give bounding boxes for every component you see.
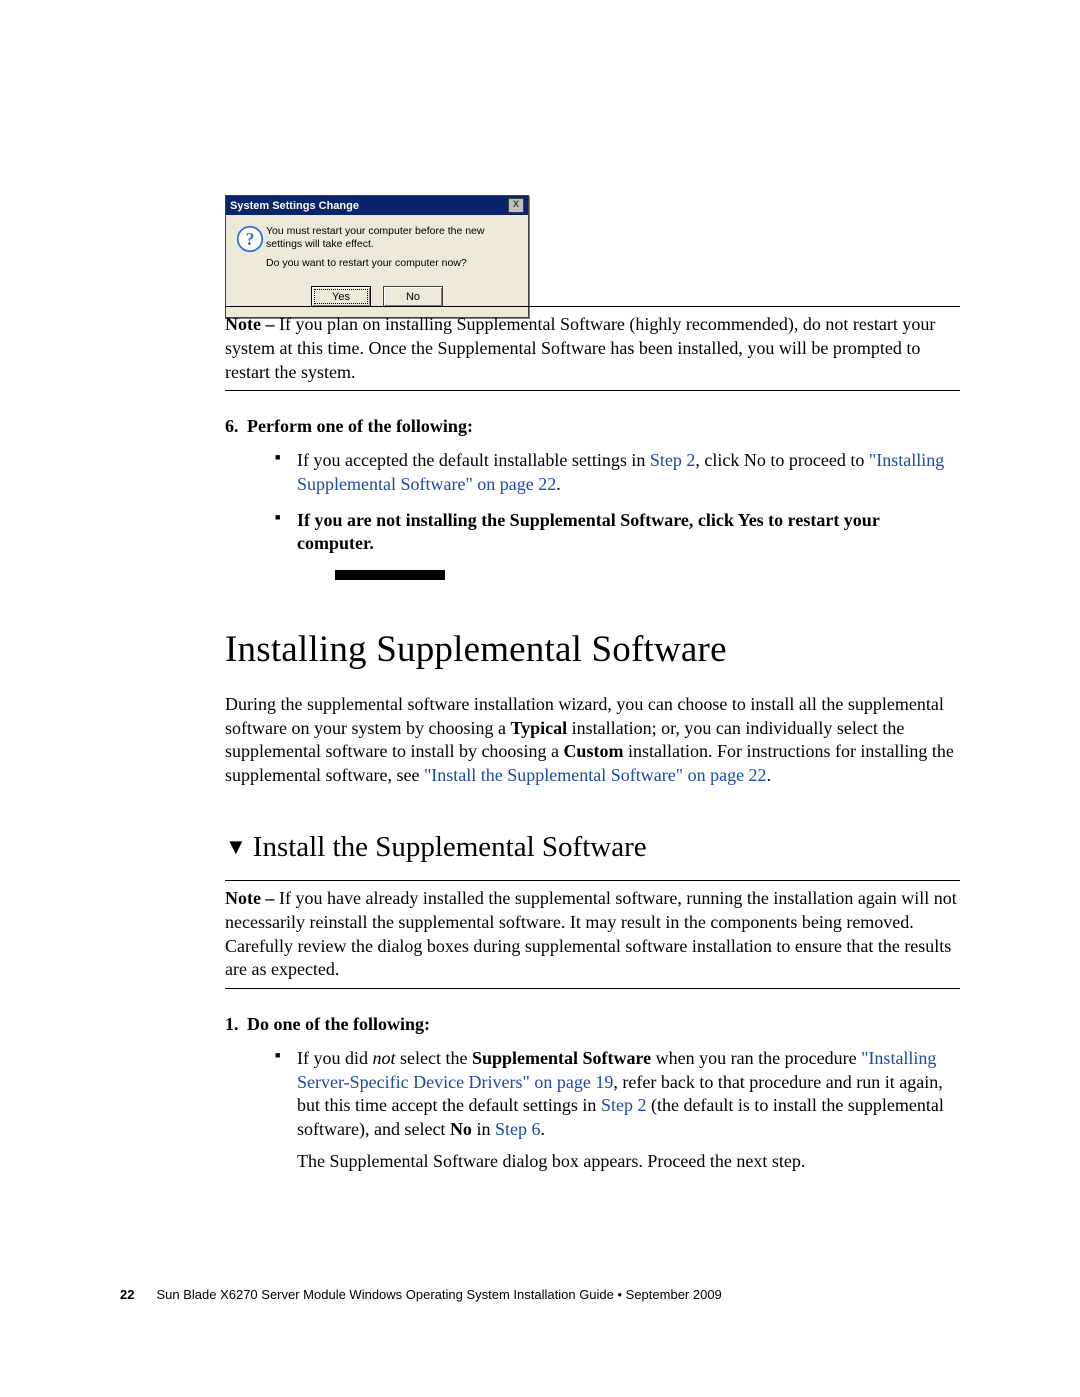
- list-item: If you did not select the Supplemental S…: [275, 1047, 960, 1174]
- section-marker: [335, 570, 445, 580]
- list-item-tail: The Supplemental Software dialog box app…: [297, 1150, 960, 1174]
- rule: [225, 390, 960, 391]
- page: System Settings Change X ? You must rest…: [0, 0, 1080, 1397]
- dialog-line2: Do you want to restart your computer now…: [266, 257, 520, 270]
- list-item: If you are not installing the Supplement…: [275, 509, 960, 557]
- step-number: 6.: [225, 415, 247, 439]
- question-icon: ?: [234, 225, 266, 276]
- dialog-title: System Settings Change: [230, 200, 359, 212]
- link-step2[interactable]: Step 2: [650, 450, 696, 470]
- dialog-line1: You must restart your computer before th…: [266, 225, 520, 251]
- step-1-heading: 1.Do one of the following:: [225, 1013, 960, 1037]
- rule: [225, 880, 960, 881]
- h1-installing-supplemental: Installing Supplemental Software: [225, 626, 960, 675]
- list-item: If you accepted the default installable …: [275, 449, 960, 497]
- note-2: Note – If you have already installed the…: [225, 887, 960, 982]
- step-6-list: If you accepted the default installable …: [275, 449, 960, 556]
- step-1-list: If you did not select the Supplemental S…: [275, 1047, 960, 1174]
- rule: [225, 306, 960, 307]
- rule: [225, 988, 960, 989]
- page-footer: 22 Sun Blade X6270 Server Module Windows…: [120, 1287, 722, 1302]
- step-number: 1.: [225, 1013, 247, 1037]
- page-number: 22: [120, 1287, 134, 1302]
- step-label: Perform one of the following:: [247, 416, 473, 436]
- dialog-message: You must restart your computer before th…: [266, 225, 520, 276]
- step-6-heading: 6.Perform one of the following:: [225, 415, 960, 439]
- close-icon[interactable]: X: [508, 198, 524, 213]
- step-label: Do one of the following:: [247, 1014, 430, 1034]
- note-label: Note –: [225, 888, 279, 908]
- note-text: If you have already installed the supple…: [225, 888, 957, 979]
- svg-text:?: ?: [246, 229, 255, 249]
- link-step6[interactable]: Step 6: [495, 1119, 541, 1139]
- note-text: If you plan on installing Supplemental S…: [225, 314, 935, 382]
- h2-install-supplemental: ▼Install the Supplemental Software: [225, 828, 960, 866]
- page-content: Note – If you plan on installing Supplem…: [225, 300, 960, 1186]
- intro-paragraph: During the supplemental software install…: [225, 693, 960, 788]
- link-install-supplemental[interactable]: "Install the Supplemental Software" on p…: [424, 765, 767, 785]
- note-label: Note –: [225, 314, 279, 334]
- note-1: Note – If you plan on installing Supplem…: [225, 313, 960, 384]
- link-step2b[interactable]: Step 2: [601, 1095, 647, 1115]
- footer-title: Sun Blade X6270 Server Module Windows Op…: [156, 1287, 721, 1302]
- triangle-icon: ▼: [225, 834, 247, 859]
- dialog-titlebar: System Settings Change X: [226, 196, 528, 215]
